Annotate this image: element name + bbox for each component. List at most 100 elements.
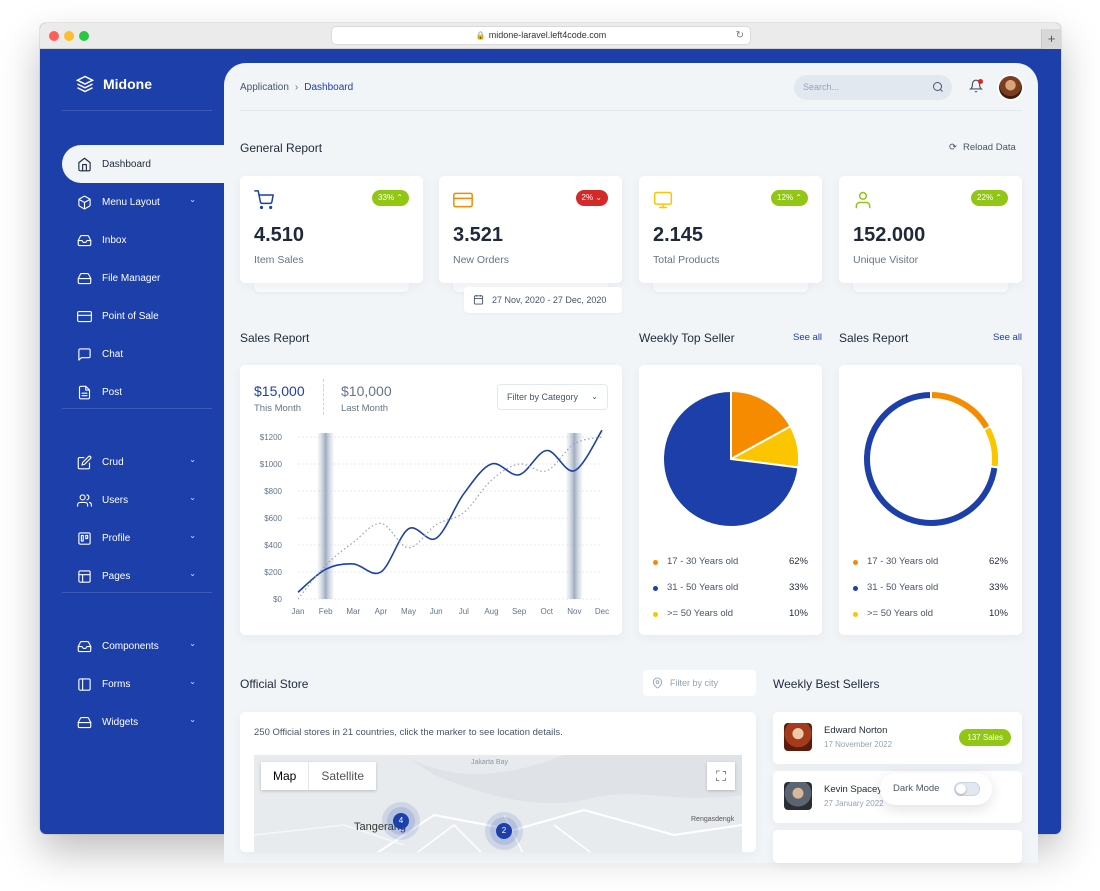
- reload-data-button[interactable]: ⟳ Reload Data: [949, 142, 1016, 153]
- trend-value: 33%: [378, 193, 395, 202]
- chevron-down-icon: ⌄: [591, 392, 598, 401]
- see-all-link[interactable]: See all: [793, 332, 823, 343]
- close-window-button[interactable]: [49, 31, 59, 41]
- sales-line-chart: $0 $200 $400 $600 $800 $1000 $1200 Jan Feb Mar Apr…: [260, 429, 609, 616]
- sidebar-item-menu-layout[interactable]: Menu Layout ⌄: [62, 183, 224, 221]
- trend-badge[interactable]: 2% ⌄: [575, 190, 608, 206]
- dark-mode-switcher[interactable]: Dark Mode: [880, 773, 992, 805]
- address-bar[interactable]: 🔒 midone-laravel.left4code.com ↻: [332, 27, 750, 44]
- sidebar-item-forms[interactable]: Forms ⌄: [62, 665, 224, 703]
- map-pin-icon: [652, 677, 663, 689]
- sidebar-item-dashboard[interactable]: Dashboard: [62, 145, 224, 183]
- date-range-picker[interactable]: 27 Nov, 2020 - 27 Dec, 2020: [464, 287, 622, 313]
- pie-slice[interactable]: [662, 389, 800, 528]
- pie-slice[interactable]: [730, 389, 792, 461]
- stat-card[interactable]: 33% ⌃ 4.510 Item Sales: [240, 176, 423, 283]
- stat-card[interactable]: 12% ⌃ 2.145 Total Products: [639, 176, 822, 283]
- weekly-top-seller-title: Weekly Top Seller: [639, 331, 735, 345]
- legend-item: 31 - 50 Years old 33%: [653, 582, 808, 596]
- nav-icon-wrap: [77, 157, 92, 172]
- map-cluster-marker[interactable]: 2: [490, 817, 518, 845]
- x-tick-label: Nov: [567, 607, 581, 616]
- trend-badge[interactable]: 33% ⌃: [372, 190, 409, 206]
- highlight-band: [317, 433, 334, 599]
- sidebar-item-label: Menu Layout: [102, 196, 160, 208]
- sidebar-item-crud[interactable]: Crud ⌄: [62, 443, 224, 481]
- main-content: Application › Dashboard Search... General …: [224, 63, 1038, 863]
- sidebar-item-users[interactable]: Users ⌄: [62, 481, 224, 519]
- sidebar-item-inbox[interactable]: Inbox: [62, 221, 224, 259]
- breadcrumb-current: Dashboard: [304, 82, 354, 93]
- breadcrumb-item[interactable]: Application: [240, 82, 289, 93]
- user-avatar[interactable]: [999, 76, 1022, 99]
- inbox-icon: [77, 640, 92, 652]
- search-input[interactable]: Search...: [794, 75, 952, 100]
- chevron-down-icon: ⌄: [189, 677, 196, 686]
- stat-label: Unique Visitor: [853, 254, 919, 266]
- trend-badge[interactable]: 22% ⌃: [971, 190, 1008, 206]
- notification-button[interactable]: [968, 79, 984, 93]
- x-tick-label: Apr: [375, 607, 388, 616]
- stat-label: Item Sales: [254, 254, 304, 266]
- see-all-link[interactable]: See all: [993, 332, 1023, 343]
- calendar-icon: [473, 294, 484, 305]
- sidebar-item-point-of-sale[interactable]: Point of Sale: [62, 297, 224, 335]
- pie-slice[interactable]: [930, 389, 992, 432]
- stat-card[interactable]: 22% ⌃ 152.000 Unique Visitor: [839, 176, 1022, 283]
- fullscreen-button[interactable]: ⛶: [707, 762, 735, 790]
- legend-item: 31 - 50 Years old 33%: [853, 582, 1008, 596]
- filter-by-category-dropdown[interactable]: Filter by Category ⌄: [497, 384, 608, 410]
- new-tab-button[interactable]: +: [1041, 29, 1061, 49]
- pie-slice[interactable]: [982, 424, 1000, 469]
- x-tick-label: Feb: [319, 607, 333, 616]
- dark-mode-toggle[interactable]: [954, 782, 980, 796]
- sidebar-item-widgets[interactable]: Widgets ⌄: [62, 703, 224, 741]
- filter-by-city-input[interactable]: Filter by city: [643, 670, 756, 696]
- map-label: Rengasdengk: [691, 816, 735, 823]
- y-tick-label: $400: [264, 541, 282, 550]
- sidebar-item-label: File Manager: [102, 272, 161, 284]
- legend-label: >= 50 Years old: [667, 608, 734, 619]
- x-tick-label: Dec: [595, 607, 609, 616]
- best-seller-item[interactable]: [773, 830, 1022, 863]
- layers-icon: [76, 75, 94, 93]
- chevron-down-icon: ⌄: [593, 193, 602, 202]
- month-divider: [323, 379, 324, 415]
- this-month-label: This Month: [254, 403, 301, 414]
- nav-icon-wrap: [77, 455, 92, 470]
- stat-value: 4.510: [254, 224, 305, 246]
- sidebar-item-post[interactable]: Post: [62, 373, 224, 411]
- legend-dot: [653, 586, 658, 591]
- official-store-title: Official Store: [240, 677, 309, 691]
- sidebar-item-components[interactable]: Components ⌄: [62, 627, 224, 665]
- map-tab[interactable]: Map: [273, 769, 297, 783]
- store-map[interactable]: Jakarta Bay Tangerang Rengasdengk Map Sa…: [254, 755, 742, 852]
- reload-icon[interactable]: ↻: [735, 30, 744, 41]
- chevron-up-icon: ⌃: [993, 193, 1002, 202]
- brand-logo[interactable]: Midone: [76, 75, 152, 93]
- nav-icon-wrap: [77, 715, 92, 730]
- maximize-window-button[interactable]: [79, 31, 89, 41]
- best-seller-item[interactable]: Edward Norton 17 November 2022 137 Sales: [773, 712, 1022, 764]
- stat-card[interactable]: 2% ⌄ 3.521 New Orders: [439, 176, 622, 283]
- sidebar-item-chat[interactable]: Chat: [62, 335, 224, 373]
- y-tick-label: $600: [264, 514, 282, 523]
- sales-report-card: $15,000 This Month $10,000 Last Month Fi…: [240, 365, 622, 635]
- satellite-tab[interactable]: Satellite: [308, 762, 376, 790]
- map-cluster-marker[interactable]: 4: [387, 807, 415, 835]
- sidebar-item-pages[interactable]: Pages ⌄: [62, 557, 224, 595]
- sidebar-item-file-manager[interactable]: File Manager: [62, 259, 224, 297]
- trend-badge[interactable]: 12% ⌃: [771, 190, 808, 206]
- general-report-title: General Report: [240, 141, 323, 155]
- pie-slice[interactable]: [862, 389, 1000, 528]
- official-store-card: 250 Official stores in 21 countries, cli…: [240, 712, 756, 852]
- weekly-best-sellers-title: Weekly Best Sellers: [773, 677, 880, 691]
- nav-icon-wrap: [77, 677, 92, 692]
- seller-date: 27 January 2022: [824, 799, 884, 808]
- x-tick-label: Jul: [459, 607, 469, 616]
- dark-mode-label: Dark Mode: [893, 783, 940, 794]
- sidebar-item-label: Post: [102, 386, 123, 398]
- chevron-down-icon: ⌄: [189, 493, 196, 502]
- minimize-window-button[interactable]: [64, 31, 74, 41]
- sidebar-item-profile[interactable]: Profile ⌄: [62, 519, 224, 557]
